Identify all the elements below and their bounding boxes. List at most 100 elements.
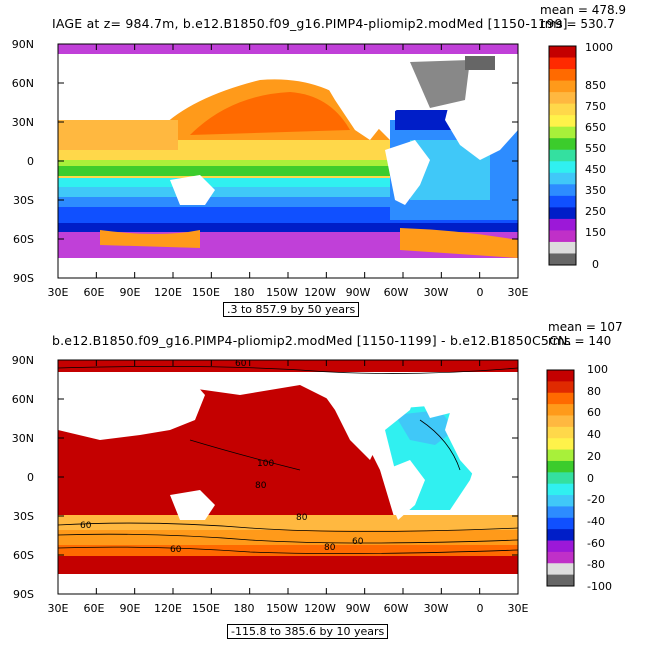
bottom-colorbar-label: 100 xyxy=(587,363,608,376)
bottom-colorbar-label: 80 xyxy=(587,385,601,398)
bottom-lon-label: 30E xyxy=(47,602,69,615)
top-colorbar-label: 550 xyxy=(585,142,606,155)
colorbar-swatch xyxy=(547,563,574,576)
top-lon-label: 90W xyxy=(345,286,371,299)
top-lon-label: 120E xyxy=(154,286,182,299)
top-lon-label: 30W xyxy=(423,286,449,299)
top-lat-label: 30N xyxy=(11,116,34,129)
axis-ticks xyxy=(57,43,519,595)
colorbar-swatch xyxy=(549,103,576,116)
top-lon-label: 60E xyxy=(83,286,105,299)
top-colorbar-label: 650 xyxy=(585,121,606,134)
bottom-colorbar-label: -100 xyxy=(587,580,612,593)
top-lat-label: 60S xyxy=(13,233,34,246)
colorbar-swatch xyxy=(549,69,576,82)
bottom-lat-label: 0 xyxy=(27,471,34,484)
colorbar-swatch xyxy=(547,540,574,553)
colorbar-swatch xyxy=(549,184,576,197)
colorbar-swatch xyxy=(547,495,574,507)
top-lon-label: 150E xyxy=(192,286,220,299)
colorbar-swatch xyxy=(549,149,576,162)
bottom-lon-label: 150W xyxy=(266,602,298,615)
top-colorbar-label: 850 xyxy=(585,79,606,92)
bottom-stat-mean: mean = 107 xyxy=(548,320,623,334)
colorbar-swatch xyxy=(547,426,574,439)
top-lon-label: 30E xyxy=(47,286,69,299)
bottom-colorbar-label: -20 xyxy=(587,493,605,506)
top-colorbar-label: 0 xyxy=(592,258,599,271)
colorbar-swatch xyxy=(549,230,576,243)
bottom-panel-title: b.e12.B1850.f09_g16.PIMP4-pliomip2.modMe… xyxy=(52,333,572,348)
bottom-stat-rms: rms = 140 xyxy=(548,334,612,348)
bottom-lat-label: 90N xyxy=(11,354,34,367)
colorbar-swatch xyxy=(547,472,574,485)
bottom-contours xyxy=(58,366,518,554)
colorbar-swatch xyxy=(547,574,574,587)
colorbar-frame xyxy=(546,369,575,587)
top-lon-label: 180 xyxy=(233,286,255,299)
contour-label: 80 xyxy=(255,481,267,491)
top-map-field xyxy=(58,44,518,278)
bottom-lon-label: 150E xyxy=(192,602,220,615)
colorbar-swatch xyxy=(547,506,574,519)
bottom-lon-label: 60W xyxy=(383,602,409,615)
bottom-lat-label: 60N xyxy=(11,393,34,406)
colorbar-swatch xyxy=(547,381,574,394)
contour-label: 60 xyxy=(80,521,92,531)
contour-label: 100 xyxy=(257,459,274,469)
bottom-lon-label: 90W xyxy=(345,602,371,615)
colorbar-swatch xyxy=(547,370,574,382)
bottom-colorbar-label: -40 xyxy=(587,515,605,528)
colorbar-swatch xyxy=(547,438,574,451)
top-lon-label: 60W xyxy=(383,286,409,299)
colorbar-swatch xyxy=(547,449,574,462)
bottom-lon-label: 30E xyxy=(507,602,529,615)
top-colorbar-label: 1000 xyxy=(585,41,613,54)
contour-label: 60 xyxy=(170,545,182,555)
bottom-map-field xyxy=(58,360,518,594)
bottom-colorbar-label: 20 xyxy=(587,450,601,463)
bottom-lat-label: 90S xyxy=(13,588,34,601)
top-lon-label: 30E xyxy=(507,286,529,299)
bottom-lon-label: 180 xyxy=(233,602,255,615)
colorbar-swatch xyxy=(549,115,576,128)
colorbar-swatch xyxy=(547,551,574,564)
colorbar-swatch xyxy=(547,460,574,473)
top-lon-label: 0 xyxy=(476,286,484,299)
bottom-lon-label: 30W xyxy=(423,602,449,615)
top-panel-title: IAGE at z= 984.7m, b.e12.B1850.f09_g16.P… xyxy=(52,16,568,31)
top-colorbar-label: 750 xyxy=(585,100,606,113)
bottom-lat-label: 30N xyxy=(11,432,34,445)
colorbar-swatch xyxy=(549,253,576,266)
bottom-lon-label: 120E xyxy=(154,602,182,615)
colorbar-swatch xyxy=(549,126,576,139)
colorbar-swatch xyxy=(549,46,576,59)
bottom-lat-label: 60S xyxy=(13,549,34,562)
colorbar-swatch xyxy=(549,207,576,220)
top-colorbar-label: 250 xyxy=(585,205,606,218)
top-lat-label: 90S xyxy=(13,272,34,285)
contour-label: 80 xyxy=(324,543,336,553)
colorbar-swatch xyxy=(549,57,576,70)
top-colorbar xyxy=(548,45,577,266)
bottom-colorbar xyxy=(546,369,575,587)
top-lat-label: 90N xyxy=(11,38,34,51)
top-colorbar-label: 450 xyxy=(585,163,606,176)
bottom-colorbar-label: -60 xyxy=(587,537,605,550)
bottom-colorbar-label: 0 xyxy=(587,472,594,485)
top-lat-label: 30S xyxy=(13,194,34,207)
bottom-range-label: -115.8 to 385.6 by 10 years xyxy=(227,624,389,639)
top-lon-label: 120W xyxy=(304,286,336,299)
top-lon-label: 90E xyxy=(119,286,141,299)
colorbar-swatch xyxy=(547,529,574,542)
top-lon-label: 150W xyxy=(266,286,298,299)
colorbar-swatch xyxy=(549,80,576,93)
colorbar-frame xyxy=(548,45,577,266)
contour-label: 60 xyxy=(352,537,364,547)
colorbar-swatch xyxy=(547,415,574,428)
bottom-colorbar-label: 60 xyxy=(587,406,601,419)
colorbar-swatch xyxy=(547,517,574,530)
contour-label: 60 xyxy=(235,359,247,369)
colorbar-swatch xyxy=(549,92,576,105)
